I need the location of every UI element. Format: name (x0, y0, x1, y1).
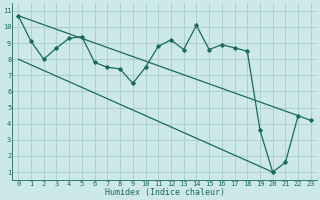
X-axis label: Humidex (Indice chaleur): Humidex (Indice chaleur) (105, 188, 225, 197)
